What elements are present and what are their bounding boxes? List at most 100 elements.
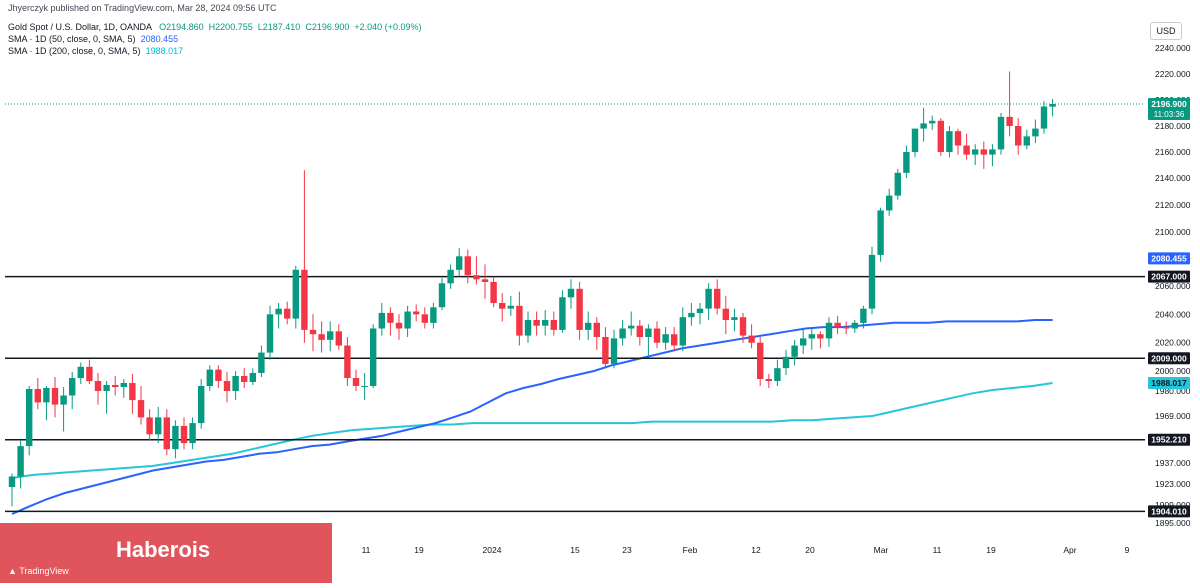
candle[interactable] — [705, 283, 712, 320]
candle[interactable] — [765, 374, 772, 388]
candle[interactable] — [51, 377, 59, 418]
candle[interactable] — [137, 386, 145, 425]
candle[interactable] — [180, 417, 188, 450]
candle[interactable] — [473, 256, 480, 285]
candle[interactable] — [301, 170, 308, 343]
candle[interactable] — [163, 409, 170, 456]
candle[interactable] — [886, 188, 893, 216]
candle[interactable] — [636, 320, 643, 346]
candle[interactable] — [34, 378, 41, 410]
candle[interactable] — [361, 373, 368, 401]
candle[interactable] — [1015, 118, 1022, 155]
candle[interactable] — [490, 276, 497, 308]
candle[interactable] — [378, 303, 385, 336]
candle[interactable] — [17, 440, 24, 489]
candle[interactable] — [172, 420, 179, 459]
candle[interactable] — [920, 107, 927, 142]
candle[interactable] — [800, 328, 807, 355]
candle[interactable] — [671, 327, 678, 352]
candle[interactable] — [309, 314, 317, 352]
candle[interactable] — [696, 303, 704, 325]
candle[interactable] — [1023, 129, 1030, 150]
candle[interactable] — [516, 291, 523, 346]
candle[interactable] — [292, 265, 299, 329]
candle[interactable] — [645, 324, 652, 357]
candle[interactable] — [567, 279, 575, 309]
candle[interactable] — [395, 314, 403, 340]
candle[interactable] — [456, 248, 463, 277]
candle[interactable] — [782, 349, 790, 375]
currency-badge[interactable]: USD — [1150, 22, 1182, 40]
candle[interactable] — [963, 133, 970, 160]
candle[interactable] — [997, 113, 1005, 155]
candle[interactable] — [610, 329, 618, 369]
candle[interactable] — [619, 320, 626, 346]
candle[interactable] — [774, 359, 781, 386]
candle[interactable] — [860, 305, 867, 329]
candle[interactable] — [679, 307, 686, 352]
candle[interactable] — [421, 307, 428, 329]
sma50-legend[interactable]: SMA · 1D (50, close, 0, SMA, 5) 2080.455 — [8, 34, 178, 44]
candle[interactable] — [284, 301, 291, 325]
candle[interactable] — [120, 379, 127, 398]
candle[interactable] — [223, 372, 231, 403]
candle[interactable] — [335, 324, 342, 350]
candle[interactable] — [8, 473, 16, 507]
candle[interactable] — [404, 305, 411, 337]
candle[interactable] — [1040, 101, 1048, 134]
candle[interactable] — [954, 128, 962, 155]
candle[interactable] — [249, 368, 256, 385]
sma200-legend[interactable]: SMA · 1D (200, close, 0, SMA, 5) 1988.01… — [8, 46, 183, 56]
candle[interactable] — [112, 376, 119, 396]
candle[interactable] — [1032, 119, 1039, 143]
candle[interactable] — [438, 277, 446, 311]
candle[interactable] — [26, 386, 33, 456]
candle[interactable] — [1006, 71, 1013, 137]
candle[interactable] — [318, 321, 325, 353]
candle[interactable] — [344, 337, 351, 386]
candle[interactable] — [524, 311, 532, 343]
candle[interactable] — [972, 144, 979, 165]
candle[interactable] — [103, 381, 110, 414]
candle[interactable] — [86, 359, 93, 384]
candle[interactable] — [189, 417, 196, 450]
candle[interactable] — [946, 126, 953, 158]
candle[interactable] — [430, 303, 437, 329]
candle[interactable] — [980, 141, 987, 169]
candle[interactable] — [155, 406, 162, 444]
candle[interactable] — [327, 321, 334, 352]
candle[interactable] — [911, 128, 919, 158]
candle[interactable] — [868, 246, 876, 315]
candle[interactable] — [937, 118, 944, 156]
candle[interactable] — [843, 321, 850, 335]
candle[interactable] — [533, 311, 540, 336]
candle[interactable] — [593, 317, 600, 350]
candle[interactable] — [989, 144, 996, 167]
candle[interactable] — [722, 295, 729, 335]
candle[interactable] — [894, 168, 901, 200]
candle[interactable] — [447, 264, 454, 289]
candle[interactable] — [507, 295, 514, 316]
candle[interactable] — [903, 145, 910, 179]
candle[interactable] — [628, 311, 635, 336]
candle[interactable] — [275, 303, 282, 329]
candle[interactable] — [688, 303, 695, 326]
candle[interactable] — [929, 115, 936, 130]
candle[interactable] — [258, 345, 265, 378]
candle[interactable] — [69, 372, 76, 410]
candle[interactable] — [757, 337, 764, 386]
candle[interactable] — [877, 207, 884, 262]
candle[interactable] — [653, 321, 661, 349]
candle[interactable] — [550, 311, 557, 336]
candle[interactable] — [851, 320, 858, 333]
candle[interactable] — [232, 371, 239, 401]
candle[interactable] — [94, 373, 102, 405]
candle[interactable] — [241, 368, 248, 388]
candle[interactable] — [576, 281, 583, 340]
candle[interactable] — [77, 362, 84, 385]
candle[interactable] — [266, 305, 274, 360]
candle[interactable] — [834, 315, 841, 335]
candle[interactable] — [731, 308, 738, 332]
candle[interactable] — [481, 264, 489, 299]
